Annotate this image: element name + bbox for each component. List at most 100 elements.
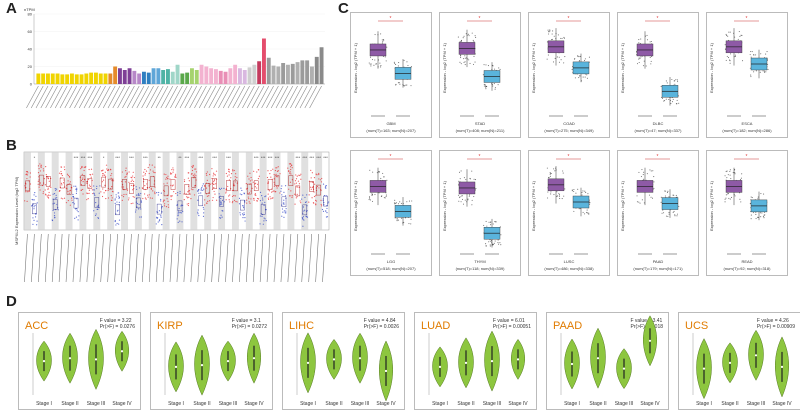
sample-dot xyxy=(111,197,113,199)
sample-dot xyxy=(408,223,410,225)
sample-dot xyxy=(261,197,264,199)
x-tick-label xyxy=(142,233,146,283)
sample-dot xyxy=(676,79,679,81)
sample-dot xyxy=(191,169,194,172)
sample-count-label: (num(T)=486; num(N)=338) xyxy=(544,266,594,271)
sample-dot xyxy=(90,168,93,170)
stage-label: Stage III xyxy=(483,401,502,407)
box xyxy=(205,183,210,194)
sample-dot xyxy=(485,245,487,247)
violin-median xyxy=(754,354,758,357)
sample-dot xyxy=(288,163,291,165)
sample-dot xyxy=(76,209,78,211)
sample-dot xyxy=(55,188,58,190)
x-tick-label xyxy=(261,85,274,109)
sample-dot xyxy=(300,202,302,204)
sample-dot xyxy=(315,173,317,175)
sample-count-label: (num(T)=179; num(N)=171) xyxy=(633,266,683,271)
sample-dot xyxy=(39,170,42,172)
sample-dot xyxy=(586,77,588,79)
violin-median xyxy=(384,369,388,373)
sample-dot xyxy=(294,180,297,182)
sample-dot xyxy=(69,181,71,183)
sample-dot xyxy=(124,181,126,183)
sample-dot xyxy=(149,197,152,199)
sample-dot xyxy=(749,54,751,56)
sample-dot xyxy=(99,185,101,187)
x-tick-label xyxy=(246,85,260,109)
sample-dot xyxy=(475,187,477,190)
sample-dot xyxy=(197,209,199,211)
sample-dot xyxy=(194,185,196,187)
boxplot-thym: Expression - log2 (TPM + 1) * THYM (num(T)=… xyxy=(439,150,521,276)
sample-dot xyxy=(403,221,405,224)
sample-dot xyxy=(562,172,564,174)
sample-dot xyxy=(279,192,281,194)
sample-dot xyxy=(204,204,206,206)
sample-dot xyxy=(67,180,69,182)
sample-dot xyxy=(125,176,127,178)
sample-dot xyxy=(653,176,655,178)
sample-dot xyxy=(234,178,237,180)
sample-dot xyxy=(110,174,112,177)
sample-dot xyxy=(407,64,409,67)
sample-dot xyxy=(91,173,94,175)
bar xyxy=(103,73,108,84)
x-tick-label xyxy=(294,233,299,283)
sample-dot xyxy=(178,207,180,210)
x-tick-label xyxy=(309,85,322,109)
sample-dot xyxy=(380,33,382,35)
sample-dot xyxy=(86,182,88,184)
sample-dot xyxy=(556,191,558,193)
cancer-type-label: COAD xyxy=(563,121,575,126)
sample-dot xyxy=(208,185,210,187)
x-tick-label xyxy=(162,233,167,283)
sample-dot xyxy=(177,191,179,194)
sample-dot xyxy=(369,169,371,171)
sample-dot xyxy=(101,195,104,198)
sample-dot xyxy=(381,42,383,44)
sample-dot xyxy=(273,173,275,176)
sample-dot xyxy=(729,53,732,55)
sample-dot xyxy=(93,189,95,191)
x-tick-label xyxy=(227,85,241,109)
sample-dot xyxy=(401,217,403,219)
sample-dot xyxy=(556,195,558,197)
sample-dot xyxy=(203,208,205,210)
sample-dot xyxy=(235,173,237,175)
sample-dot xyxy=(135,186,137,188)
sample-dot xyxy=(179,212,181,214)
bar xyxy=(41,73,46,84)
sample-dot xyxy=(318,172,320,175)
sample-dot xyxy=(497,84,499,86)
sample-dot xyxy=(188,180,190,182)
sample-dot xyxy=(468,35,470,37)
sample-dot xyxy=(47,187,49,189)
x-tick-label xyxy=(184,85,198,109)
box xyxy=(177,200,183,212)
stage-label: Stage II xyxy=(589,401,606,407)
sample-dot xyxy=(310,169,312,171)
sample-dot xyxy=(104,171,106,173)
sample-dot xyxy=(584,76,586,78)
sample-dot xyxy=(251,179,253,181)
sample-dot xyxy=(51,219,53,221)
sample-dot xyxy=(202,183,204,185)
sample-dot xyxy=(368,196,371,198)
box xyxy=(170,179,176,190)
sample-dot xyxy=(171,169,173,171)
x-tick-label xyxy=(79,233,84,283)
sample-dot xyxy=(156,192,158,194)
boxplot-ylabel: Expression - log2 (TPM + 1) xyxy=(353,180,358,231)
sample-dot xyxy=(226,175,229,177)
sample-dot xyxy=(239,212,241,214)
sample-dot xyxy=(266,176,269,179)
sample-dot xyxy=(265,219,267,222)
sample-dot xyxy=(755,70,757,72)
sample-dot xyxy=(47,188,49,191)
sample-dot xyxy=(492,223,494,225)
sample-dot xyxy=(582,211,584,213)
sample-dot xyxy=(144,197,146,199)
sample-dot xyxy=(100,191,102,193)
sample-dot xyxy=(643,202,645,204)
